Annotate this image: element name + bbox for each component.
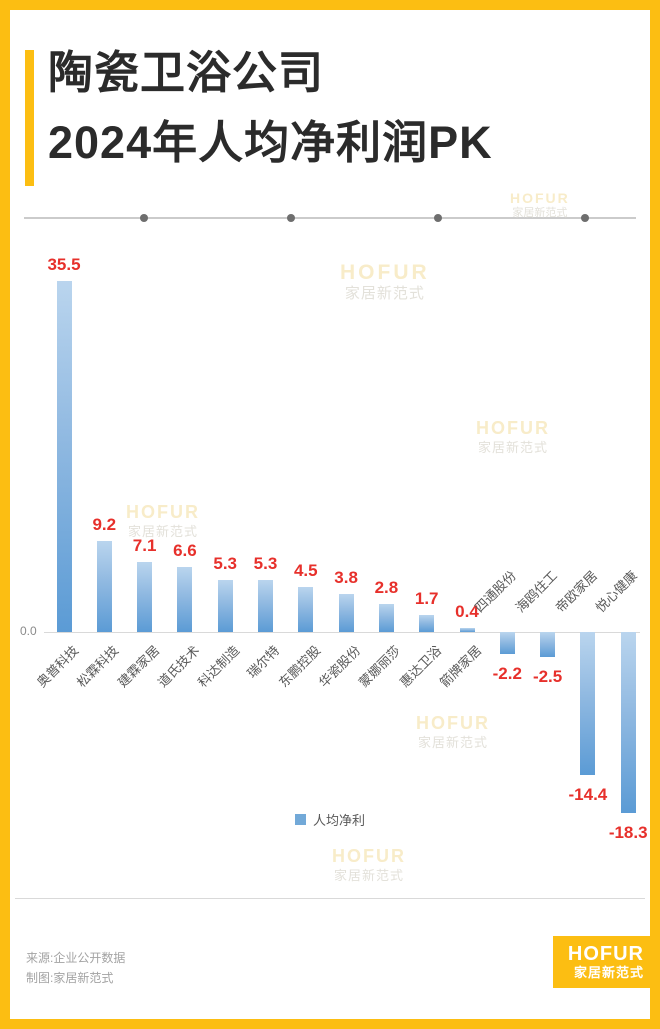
page-title-line2: 2024年人均净利润PK [48,117,493,168]
category-label: 奥普科技 [33,642,82,691]
category-label: 建霖家居 [114,642,162,691]
divider-dot [434,214,442,222]
bar [499,632,515,654]
legend-swatch-icon [294,814,306,825]
bar [540,632,556,657]
category-label: 帝欧家居 [552,567,600,616]
bar [298,587,314,632]
bar [96,540,112,632]
divider-dot [581,214,589,222]
bar-value-label: 5.3 [213,553,237,573]
bar-value-label: 7.1 [132,535,157,555]
bar-chart: 0.0 35.5 奥普科技 9.2 松霖科技 7.1 建霖家居 6.6 道氏技术 5.3 科达制造… [10,10,650,1019]
x-axis-line [44,632,640,633]
poster-content: 陶瓷卫浴公司 2024年人均净利润PK HOFUR 家居新范式 HOFUR 家居… [10,10,650,1019]
bar-value-label: -2.5 [532,666,563,686]
source-line: 来源:企业公开数据 [26,951,126,965]
chart-legend: 人均净利 [10,810,650,829]
bar-value-label: -18.3 [608,823,648,843]
source-note: 来源:企业公开数据 制图:家居新范式 [26,948,125,988]
bar-value-label: 2.8 [374,578,399,598]
category-label: 科达制造 [195,642,243,691]
brand-logo-name: HOFUR [567,943,644,965]
bar [620,632,636,814]
category-label: 悦心健康 [592,567,641,616]
page-title-line1: 陶瓷卫浴公司 [48,47,325,98]
bar-value-label: 3.8 [334,568,358,588]
category-label: 华瓷股份 [316,642,364,691]
bar [137,561,153,632]
category-label: 惠达卫浴 [396,642,445,691]
bar [459,628,475,632]
bar [338,594,354,632]
category-label: 松霖科技 [74,642,122,691]
category-label: 道氏技术 [154,642,203,691]
bar-value-label: 1.7 [414,589,439,609]
brand-logo-subtext: 家居新范式 [573,965,644,980]
bar [580,632,596,775]
bar-value-label: 5.3 [253,553,278,573]
page-title: 陶瓷卫浴公司 2024年人均净利润PK [48,38,493,178]
bar-value-label: -14.4 [568,784,608,804]
bar-value-label: 35.5 [47,254,81,274]
footer-divider [15,898,645,899]
category-label: 海鸥住工 [512,567,560,616]
category-label: 东鹏控股 [275,642,324,691]
divider-dot [287,214,295,222]
bar-value-label: -2.2 [492,663,522,683]
bar-value-label: 4.5 [293,561,318,581]
header-divider [24,214,636,222]
legend-label: 人均净利 [312,813,365,828]
bar [419,615,435,632]
axis-zero-label: 0.0 [20,624,37,638]
category-label: 蒙娜丽莎 [356,642,404,691]
bar-value-label: 6.6 [173,540,197,560]
bar [56,280,72,632]
divider-dot [140,214,148,222]
credit-line: 制图:家居新范式 [26,971,114,985]
bar [258,579,273,632]
bar [378,604,394,632]
bar-value-label: 9.2 [92,514,117,534]
bar [217,579,233,632]
title-accent-bar [25,50,34,186]
brand-logo: HOFUR 家居新范式 [553,936,650,988]
bar [177,566,193,632]
bar-value-label: 0.4 [455,602,479,622]
